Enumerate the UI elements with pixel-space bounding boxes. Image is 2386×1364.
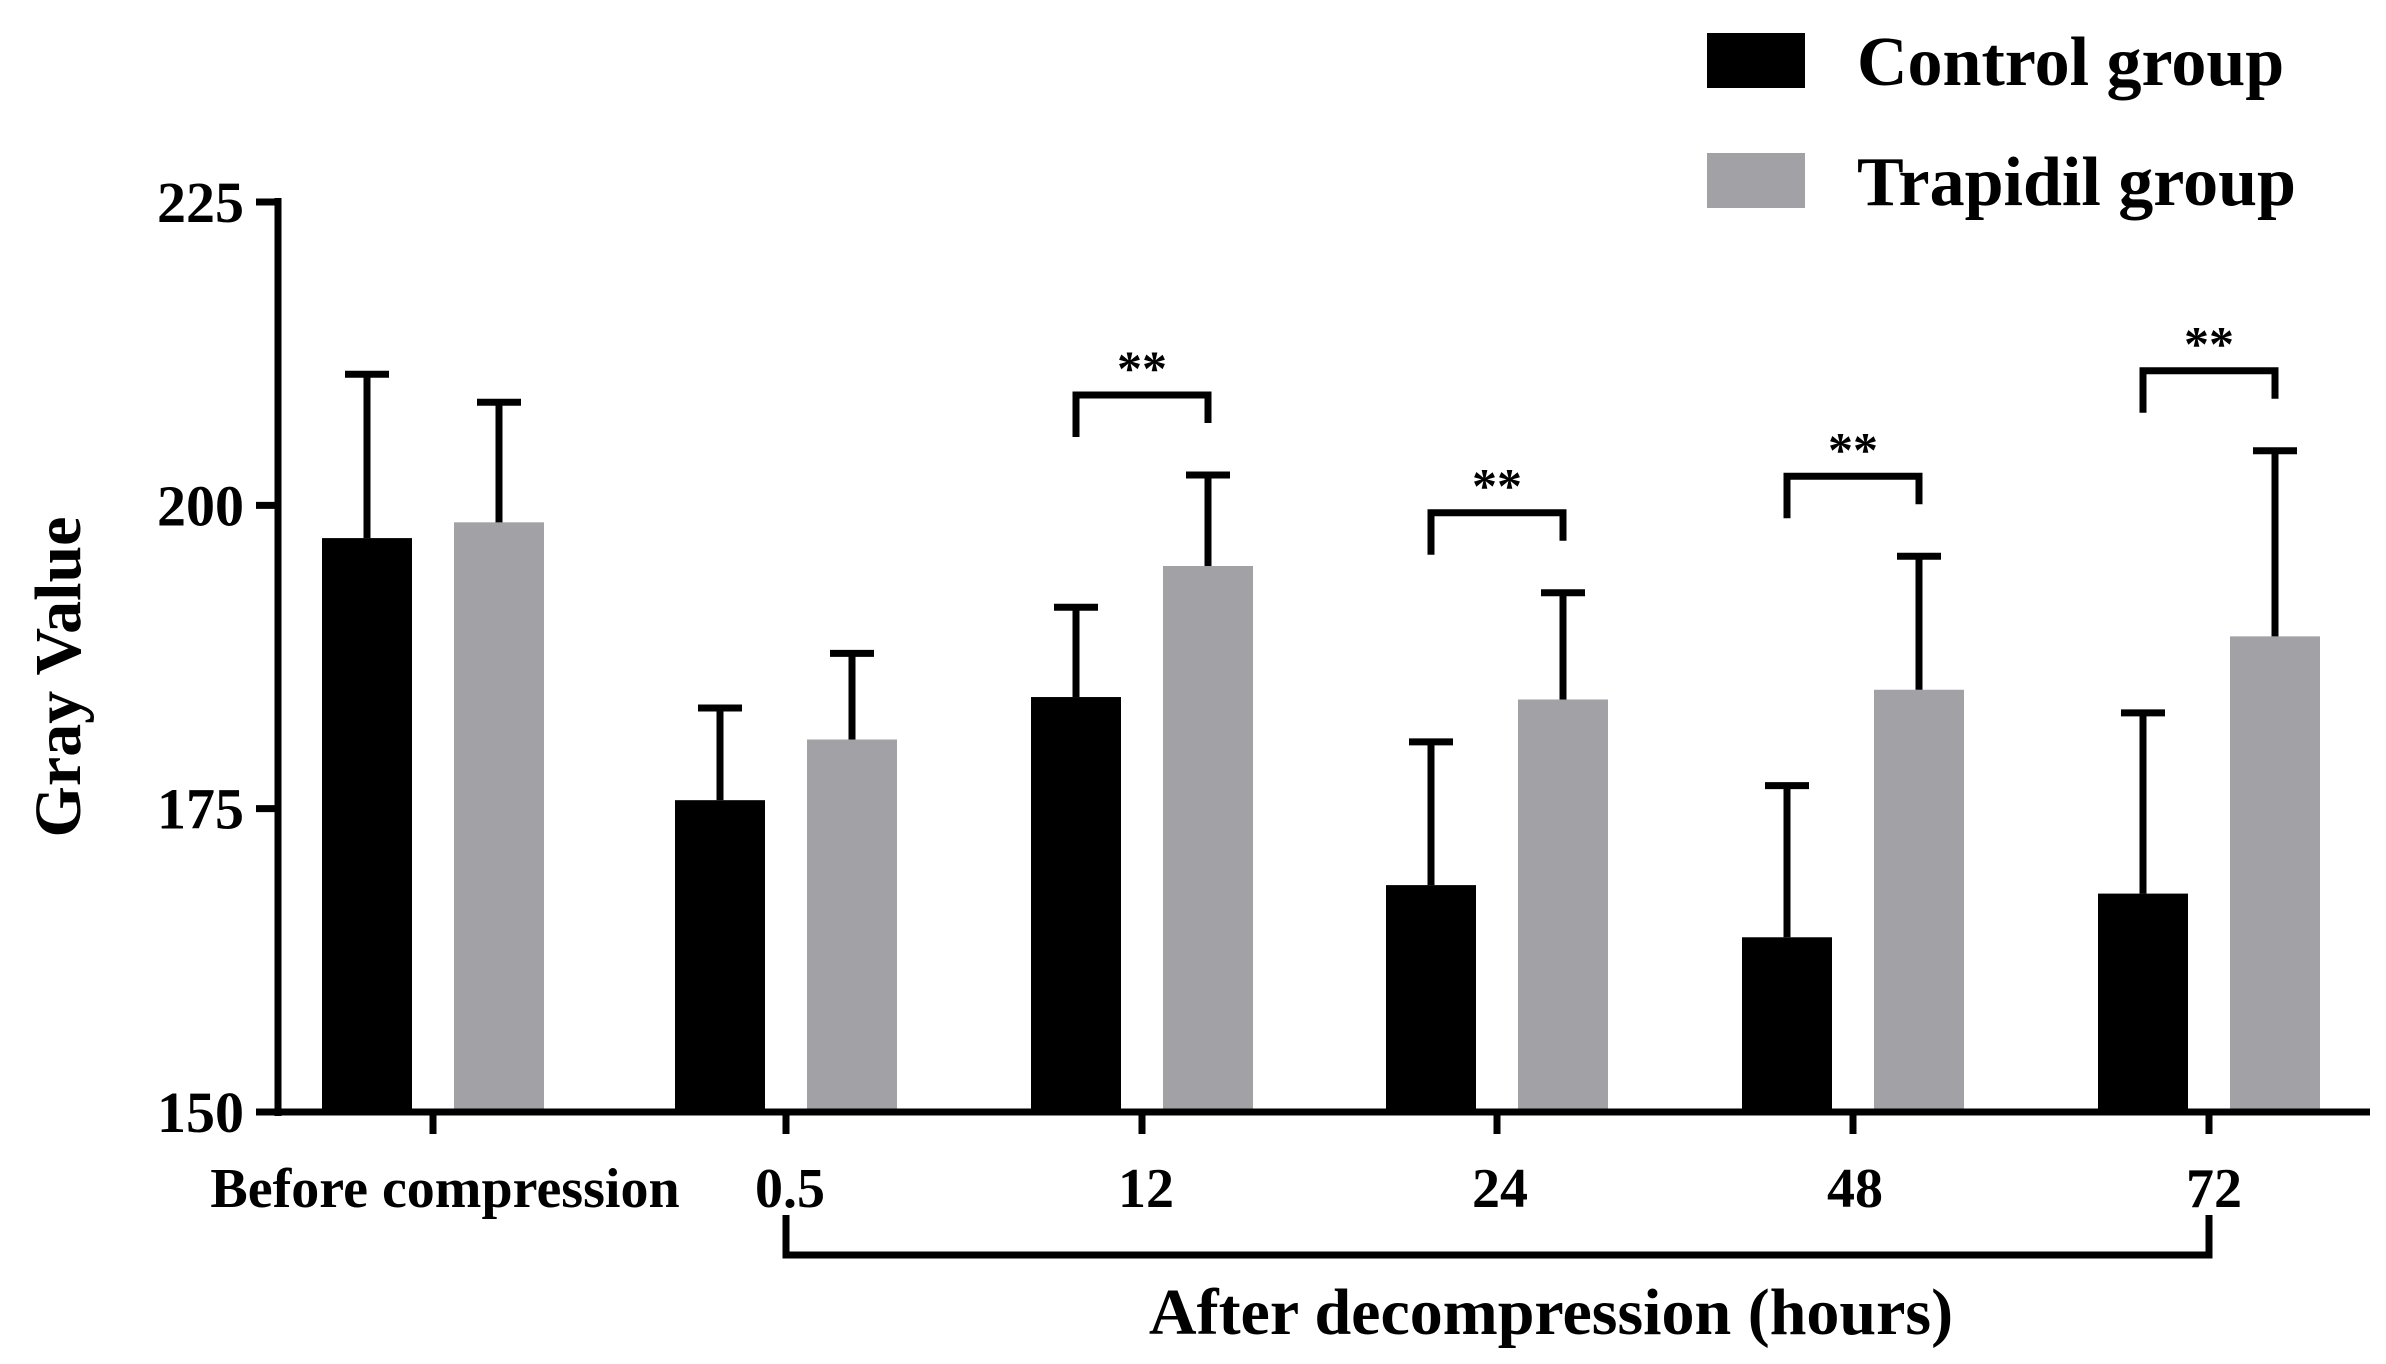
bar-trapidil-4 [1874, 689, 1964, 1112]
bar-control-1 [675, 800, 765, 1112]
legend-label: Trapidil group [1857, 144, 2296, 221]
significance-label: ** [1117, 340, 1167, 396]
significance-label: ** [2184, 316, 2234, 372]
bar-control-5 [2098, 893, 2188, 1112]
bar-control-3 [1386, 885, 1476, 1112]
bar-trapidil-2 [1163, 566, 1253, 1112]
legend-swatch-1 [1707, 153, 1805, 208]
x-tick-label: Before compression [210, 1158, 679, 1220]
significance-label: ** [1472, 458, 1522, 514]
legend-swatch-0 [1707, 33, 1805, 88]
bars [322, 370, 2320, 1112]
bar-control-4 [1742, 937, 1832, 1112]
y-tick-label: 200 [157, 473, 244, 538]
y-tick-label: 175 [157, 777, 244, 842]
x-tick-label: 72 [2186, 1158, 2242, 1220]
y-tick-label: 225 [157, 170, 244, 235]
x-tick-label: 48 [1827, 1158, 1883, 1220]
bar-trapidil-0 [454, 522, 544, 1112]
significance-bracket [1783, 472, 1923, 519]
bar-control-2 [1031, 697, 1121, 1112]
x-tick-label: 12 [1118, 1158, 1174, 1220]
bar-trapidil-1 [807, 739, 897, 1112]
x-group-label: After decompression (hours) [1149, 1276, 1953, 1349]
significance-markers: ** ** ** ** [1072, 316, 2279, 555]
bar-trapidil-3 [1518, 699, 1608, 1112]
x-tick-label: 24 [1472, 1158, 1528, 1220]
significance-label: ** [1828, 421, 1878, 477]
axes: 150 175 200 225 Gray Value Before compression… [22, 170, 2370, 1349]
legend-label: Control group [1857, 24, 2284, 101]
decompression-bracket [782, 1215, 2213, 1259]
x-tick-label: 0.5 [755, 1158, 825, 1220]
y-tick-label: 150 [157, 1080, 244, 1145]
significance-bracket [1427, 509, 1567, 555]
significance-bracket [1072, 391, 1212, 437]
legend: Control group Trapidil group [1707, 24, 2296, 221]
y-axis-label: Gray Value [22, 517, 95, 838]
bar-trapidil-5 [2230, 636, 2320, 1112]
bar-control-0 [322, 538, 412, 1112]
significance-bracket [2139, 367, 2279, 413]
